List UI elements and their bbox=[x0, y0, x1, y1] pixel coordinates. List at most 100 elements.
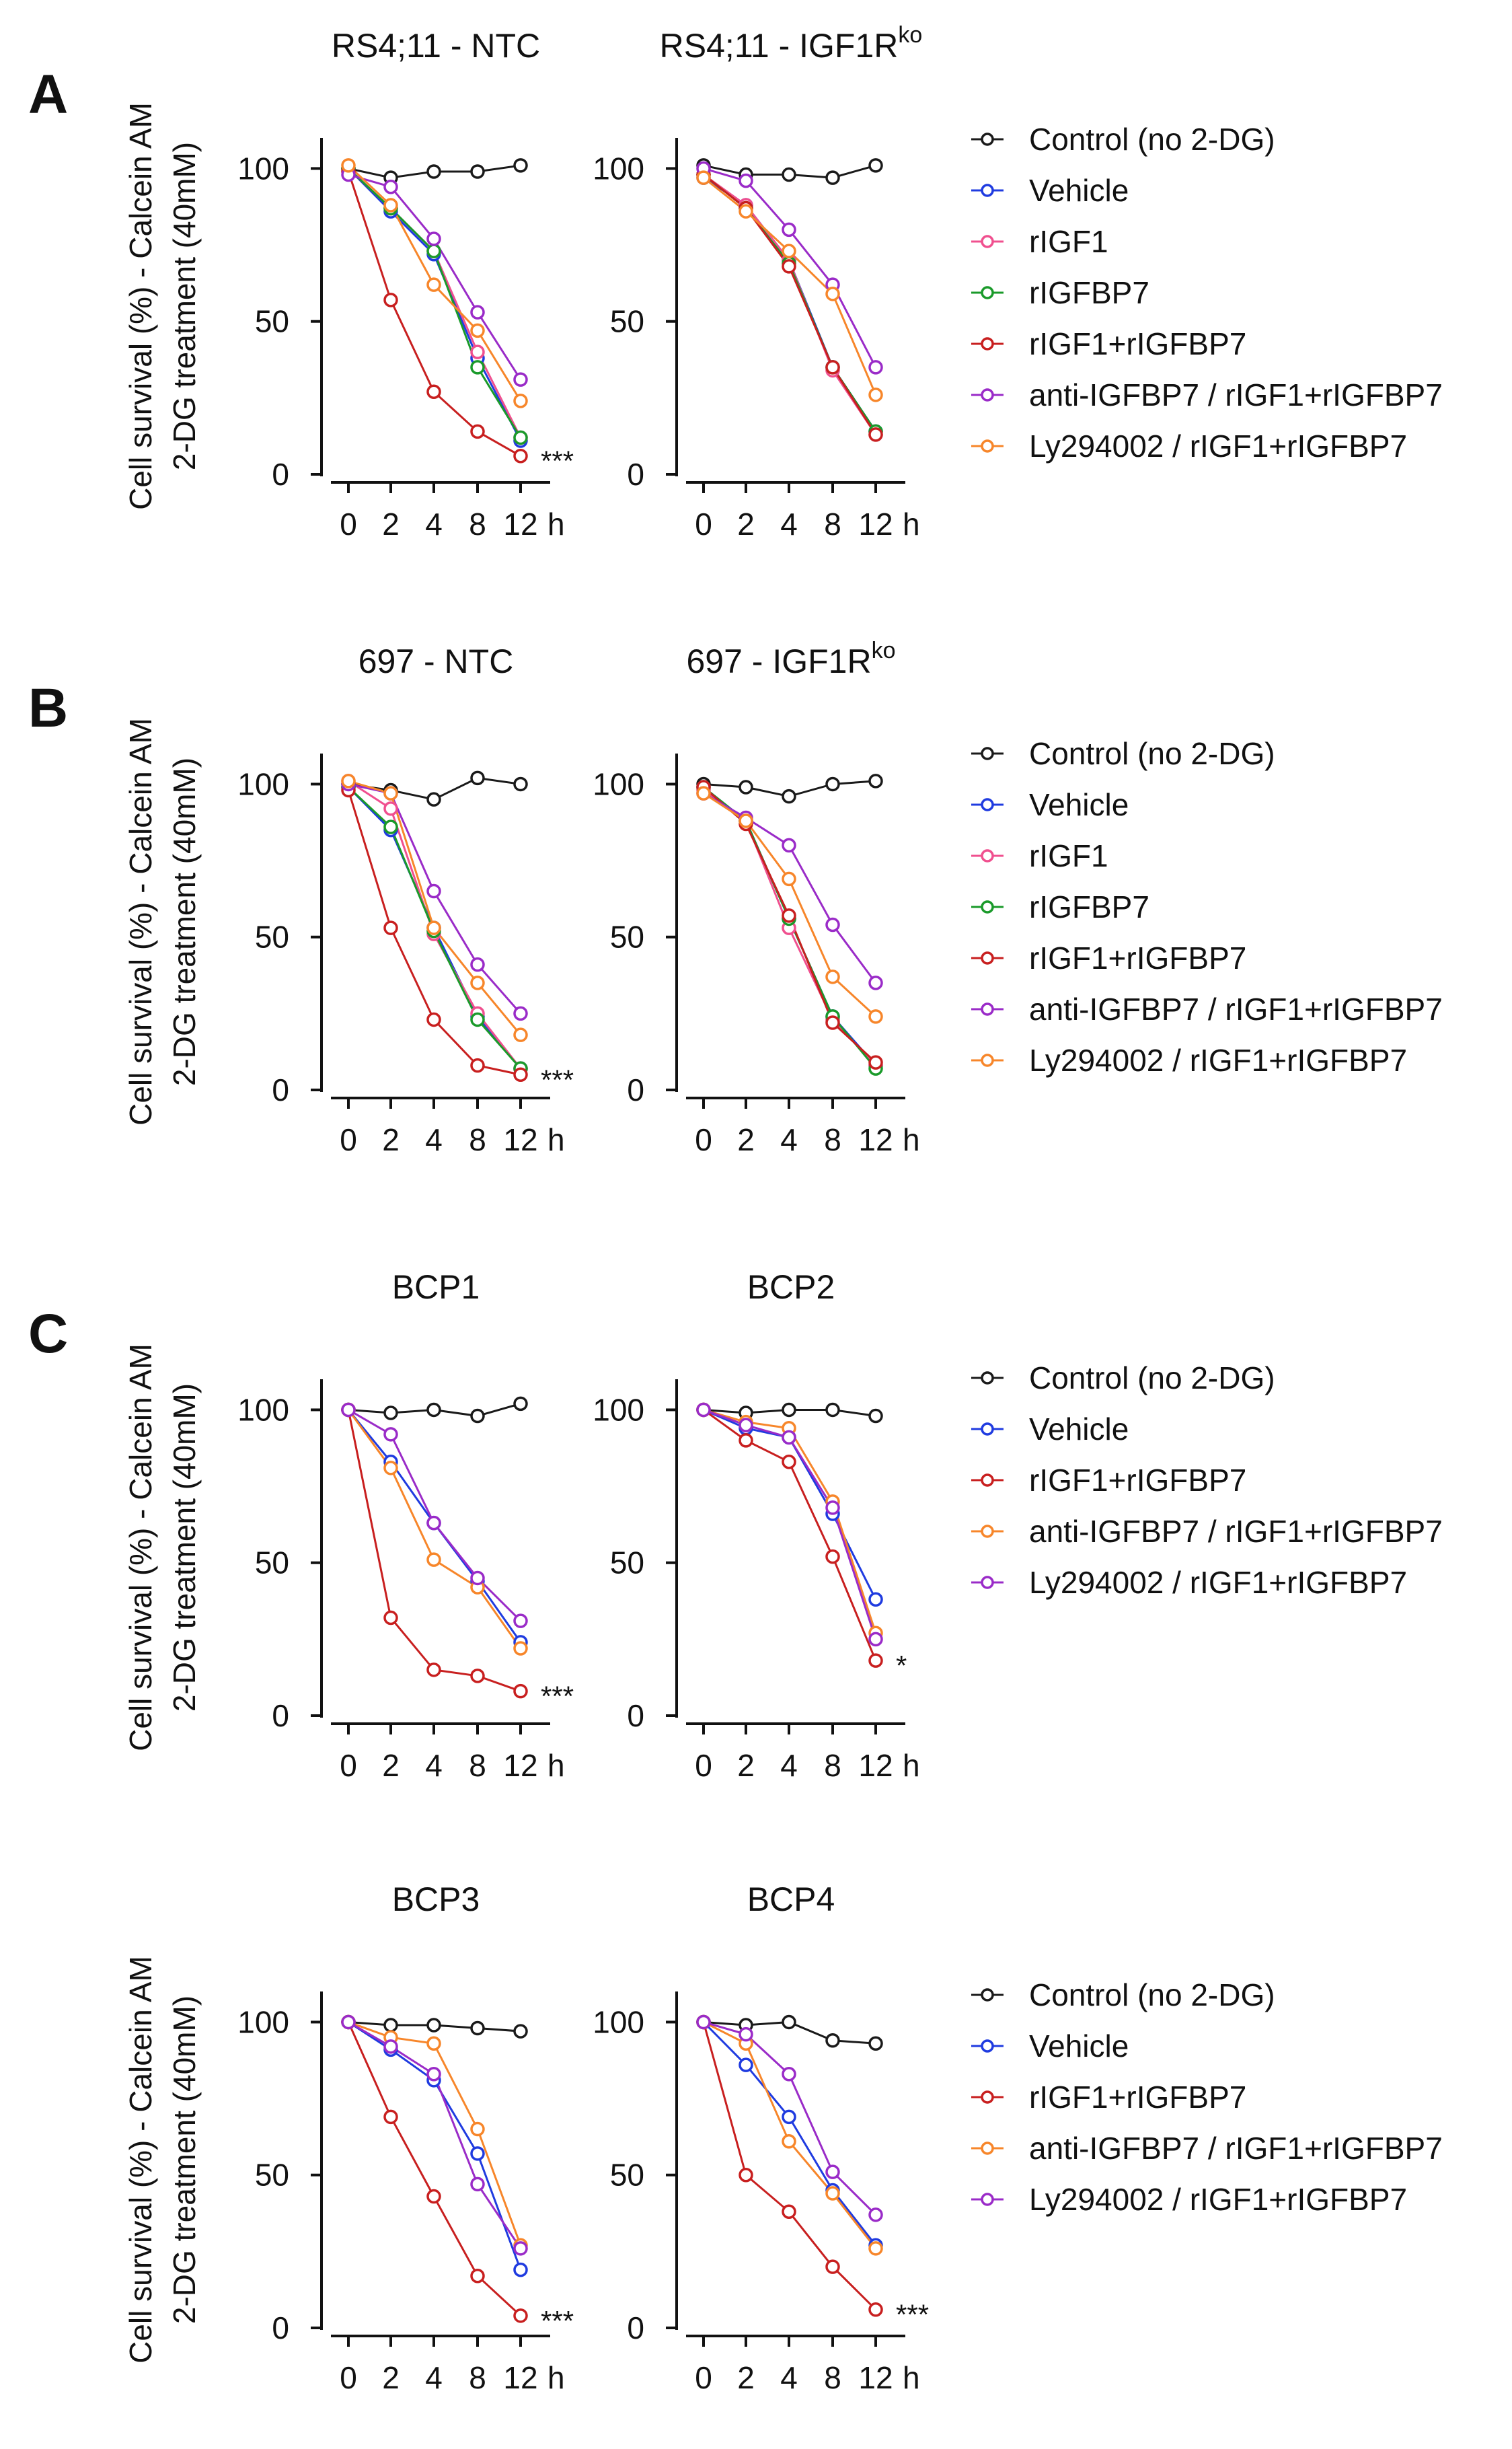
legend-swatch-marker bbox=[981, 2142, 994, 2155]
data-point bbox=[426, 244, 441, 258]
legend-swatch-marker bbox=[981, 849, 994, 863]
data-point bbox=[470, 1669, 485, 1683]
data-point bbox=[383, 1427, 398, 1442]
legend-label: rIGF1+rIGFBP7 bbox=[1029, 941, 1246, 976]
data-point bbox=[868, 2036, 883, 2051]
y-axis-title: Cell survival (%) - Calcein AM 2-DG treat… bbox=[123, 102, 202, 510]
data-point bbox=[383, 1405, 398, 1420]
data-point bbox=[868, 1408, 883, 1424]
data-point bbox=[513, 776, 528, 792]
significance-marker: *** bbox=[541, 445, 574, 477]
data-point bbox=[470, 1570, 485, 1586]
series-line bbox=[348, 782, 522, 1015]
series-line bbox=[703, 176, 877, 396]
chart-title: 697 - IGF1Rko bbox=[686, 638, 895, 680]
data-point bbox=[426, 1402, 441, 1418]
x-tick-label: 0 bbox=[340, 507, 357, 542]
legend-label: rIGF1+rIGFBP7 bbox=[1029, 2080, 1246, 2115]
x-tick-label: 12 bbox=[858, 1748, 893, 1783]
x-tick-label: 8 bbox=[824, 507, 841, 542]
y-tick-label: 100 bbox=[593, 151, 644, 186]
x-tick-label: 4 bbox=[780, 2360, 798, 2395]
data-point bbox=[782, 244, 796, 258]
data-point bbox=[513, 2024, 528, 2039]
legend-swatch-marker bbox=[981, 235, 994, 248]
y-tick-label: 0 bbox=[627, 1072, 644, 1107]
legend-swatch-marker bbox=[981, 951, 994, 965]
data-point bbox=[825, 360, 840, 375]
x-tick-label: 2 bbox=[737, 1122, 755, 1157]
x-unit-label: h bbox=[903, 507, 920, 542]
data-point bbox=[426, 2018, 441, 2033]
data-point bbox=[825, 1402, 840, 1418]
data-point bbox=[513, 372, 528, 387]
x-tick-label: 8 bbox=[824, 1748, 841, 1783]
y-tick-label: 50 bbox=[255, 1545, 289, 1580]
legend-label: Control (no 2-DG) bbox=[1029, 1977, 1275, 2012]
legend-swatch-marker bbox=[981, 1576, 994, 1589]
legend-swatch-marker bbox=[981, 439, 994, 453]
x-tick-label: 0 bbox=[695, 1122, 712, 1157]
data-point bbox=[739, 1433, 753, 1448]
legend-swatch-marker bbox=[981, 2039, 994, 2053]
x-tick-label: 8 bbox=[469, 1748, 486, 1783]
data-point bbox=[868, 1653, 883, 1668]
y-tick-label: 50 bbox=[610, 920, 644, 955]
x-tick-label: 12 bbox=[503, 1748, 537, 1783]
data-point bbox=[470, 2268, 485, 2283]
data-point bbox=[696, 2014, 711, 2030]
series-line bbox=[348, 2021, 522, 2246]
y-axis-title-line2: 2-DG treatment (40mM) bbox=[167, 758, 202, 1086]
data-point bbox=[825, 170, 840, 185]
x-tick-label: 0 bbox=[695, 507, 712, 542]
data-point bbox=[470, 2121, 485, 2137]
data-point bbox=[782, 1402, 796, 1418]
chart-title: BCP2 bbox=[747, 1268, 835, 1306]
x-tick-label: 12 bbox=[858, 1122, 893, 1157]
x-tick-label: 0 bbox=[340, 1748, 357, 1783]
x-tick-label: 0 bbox=[695, 2360, 712, 2395]
data-point bbox=[739, 2026, 753, 2042]
y-axis-title-line1: Cell survival (%) - Calcein AM bbox=[123, 718, 158, 1126]
data-point bbox=[470, 957, 485, 972]
data-point bbox=[782, 259, 796, 274]
data-point bbox=[341, 774, 356, 789]
data-point bbox=[868, 427, 883, 442]
chart-title: BCP4 bbox=[747, 1880, 835, 1918]
data-point bbox=[782, 1454, 796, 1469]
data-point bbox=[383, 819, 398, 834]
x-tick-label: 12 bbox=[858, 2360, 893, 2395]
legend-label: Vehicle bbox=[1029, 787, 1129, 822]
x-tick-label: 12 bbox=[503, 1122, 537, 1157]
data-point bbox=[825, 1500, 840, 1515]
data-point bbox=[825, 1549, 840, 1564]
panel-letter: A bbox=[28, 64, 68, 125]
data-point bbox=[868, 360, 883, 375]
data-point bbox=[825, 2186, 840, 2201]
data-point bbox=[868, 1009, 883, 1024]
series-line bbox=[703, 792, 877, 984]
data-point bbox=[383, 801, 398, 816]
data-point bbox=[383, 2039, 398, 2054]
legend-label: anti-IGFBP7 / rIGF1+rIGFBP7 bbox=[1029, 992, 1443, 1027]
data-point bbox=[782, 871, 796, 887]
legend-swatch-marker bbox=[981, 798, 994, 811]
data-point bbox=[868, 2302, 883, 2317]
data-point bbox=[383, 198, 398, 213]
data-point bbox=[782, 2204, 796, 2220]
legend-label: Vehicle bbox=[1029, 1412, 1129, 1447]
chart-title: 697 - NTC bbox=[358, 643, 514, 680]
data-point bbox=[426, 231, 441, 246]
data-point bbox=[470, 323, 485, 338]
legend-label: Control (no 2-DG) bbox=[1029, 1360, 1275, 1395]
data-point bbox=[470, 2177, 485, 2192]
data-point bbox=[513, 1067, 528, 1083]
x-tick-label: 2 bbox=[382, 1122, 400, 1157]
x-tick-label: 2 bbox=[382, 1748, 400, 1783]
data-point bbox=[383, 293, 398, 307]
data-point bbox=[426, 920, 441, 935]
